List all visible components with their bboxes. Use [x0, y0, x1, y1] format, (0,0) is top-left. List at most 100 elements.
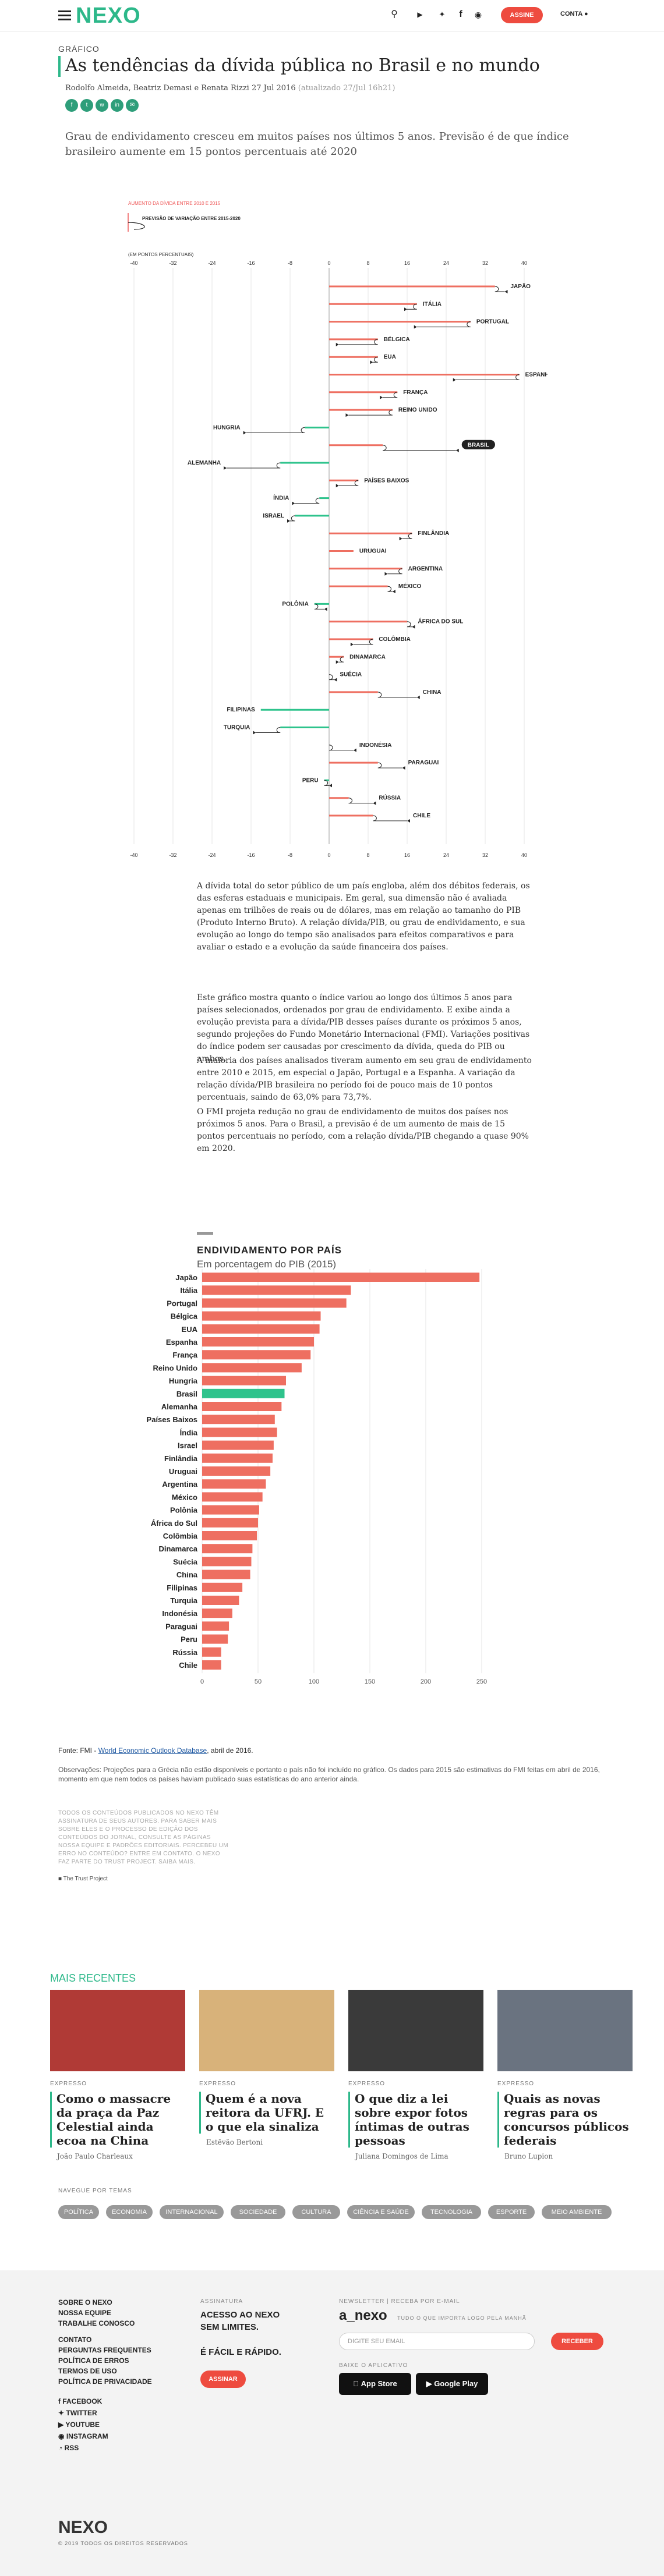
footer-social-label: FACEBOOK	[62, 2397, 103, 2405]
share-facebook-icon[interactable]: f	[65, 99, 78, 112]
app-store-label: App Store	[356, 2379, 397, 2388]
card-image[interactable]	[50, 1990, 185, 2071]
article-card[interactable]: EXPRESSO Quais as novas regras para os c…	[497, 1990, 633, 2160]
footer-link[interactable]: TERMOS DE USO	[58, 2367, 117, 2375]
projection-arrowhead	[253, 731, 256, 735]
bar	[202, 1363, 302, 1373]
article-card[interactable]: EXPRESSO Como o massacre da praça da Paz…	[50, 1990, 185, 2160]
subscription-heading: ASSINATURA	[200, 2298, 243, 2305]
legend-change-label: AUMENTO DA DÍVIDA ENTRE 2010 E 2015	[128, 201, 221, 206]
topic-pill[interactable]: CIÊNCIA E SAÚDE	[347, 2205, 415, 2219]
bar-label: Espanha	[166, 1338, 198, 1347]
country-label: CHILE	[413, 813, 430, 819]
bar	[202, 1544, 253, 1554]
footer-link[interactable]: CONTATO	[58, 2336, 92, 2344]
footer-social-link[interactable]: ✦ TWITTER	[58, 2409, 97, 2417]
bar-label: EUA	[182, 1325, 198, 1334]
topic-pill[interactable]: ESPORTE	[488, 2205, 535, 2219]
google-play-badge[interactable]: ▶ Google Play	[416, 2373, 488, 2395]
menu-icon[interactable]	[58, 10, 71, 20]
share-linkedin-icon[interactable]: in	[111, 99, 123, 112]
card-title[interactable]: Quais as novas regras para os concursos …	[504, 2092, 629, 2148]
footer-social-link[interactable]: ◔ RSS	[58, 2444, 79, 2452]
tick-label-bottom: -32	[169, 852, 176, 858]
tick-label-top: 40	[521, 260, 527, 266]
projection-arrow	[338, 656, 344, 662]
user-icon: ●	[584, 10, 588, 17]
bar	[202, 1376, 286, 1386]
country-label: ÁFRICA DO SUL	[418, 618, 463, 625]
topic-pill[interactable]: MEIO AMBIENTE	[542, 2205, 612, 2219]
topic-pill[interactable]: ECONOMIA	[106, 2205, 153, 2219]
projection-arrowhead	[287, 519, 290, 523]
receive-button[interactable]: RECEBER	[551, 2333, 603, 2350]
card-title[interactable]: Quem é a nova reitora da UFRJ. E o que e…	[206, 2092, 324, 2134]
email-input[interactable]: DIGITE SEU EMAIL	[339, 2333, 535, 2350]
country-label: URUGUAI	[359, 548, 387, 555]
card-image[interactable]	[348, 1990, 483, 2071]
facebook-icon[interactable]: f	[459, 9, 462, 19]
instagram-icon[interactable]: ◉	[474, 10, 482, 19]
topic-pill[interactable]: INTERNACIONAL	[160, 2205, 224, 2219]
footer-link[interactable]: POLÍTICA DE ERROS	[58, 2357, 129, 2365]
footer-social-link[interactable]: ▶ YOUTUBE	[58, 2421, 100, 2429]
footer-link[interactable]: SOBRE O NEXO	[58, 2298, 112, 2306]
app-heading: BAIXE O APLICATIVO	[339, 2362, 408, 2369]
bar-label: Bélgica	[171, 1312, 198, 1321]
projection-arrow	[348, 798, 373, 804]
footer-link[interactable]: PERGUNTAS FREQUENTES	[58, 2346, 151, 2354]
bar-label: Portugal	[167, 1299, 197, 1308]
country-label: FINLÂNDIA	[418, 529, 449, 537]
tick-label-bottom: -24	[208, 852, 216, 858]
projection-arrow	[348, 409, 393, 416]
youtube-icon[interactable]: ▶	[417, 10, 423, 19]
projection-arrow	[387, 568, 402, 575]
share-twitter-icon[interactable]: t	[80, 99, 93, 112]
topic-pill[interactable]: CULTURA	[292, 2205, 340, 2219]
subscribe-button[interactable]: ASSINE	[501, 7, 543, 23]
twitter-icon[interactable]: ✦	[439, 10, 446, 19]
projection-arrowhead	[453, 378, 456, 382]
projection-arrow	[402, 533, 412, 539]
tick-label-top: -16	[247, 260, 255, 266]
topic-pill[interactable]: POLÍTICA	[58, 2205, 99, 2219]
footer-social-link[interactable]: f FACEBOOK	[58, 2397, 102, 2405]
footer-social-link[interactable]: ◉ INSTAGRAM	[58, 2432, 108, 2440]
country-label: EUA	[384, 354, 396, 360]
tick-label-bottom: -40	[130, 852, 137, 858]
topic-pill[interactable]: TECNOLOGIA	[422, 2205, 481, 2219]
share-email-icon[interactable]: ✉	[126, 99, 139, 112]
projection-arrow	[416, 321, 471, 328]
projection-arrowhead	[335, 484, 339, 488]
article-kicker: GRÁFICO	[58, 44, 100, 54]
topic-pill[interactable]: SOCIEDADE	[231, 2205, 285, 2219]
projection-arrowhead	[292, 501, 295, 505]
subscribe-footer-button[interactable]: ASSINAR	[200, 2371, 246, 2388]
card-title[interactable]: O que diz a lei sobre expor fotos íntima…	[355, 2092, 469, 2148]
card-image[interactable]	[497, 1990, 633, 2071]
projection-arrow	[290, 515, 295, 522]
projection-arrowhead	[455, 448, 459, 452]
tick-label-top: -8	[288, 260, 292, 266]
footer-link[interactable]: NOSSA EQUIPE	[58, 2309, 111, 2317]
article-card[interactable]: EXPRESSO O que diz a lei sobre expor fot…	[348, 1990, 483, 2160]
footer-logo[interactable]: NEXO	[58, 2518, 108, 2537]
tick-label-bottom: 0	[327, 852, 330, 858]
bar	[202, 1337, 314, 1347]
bar-label: Itália	[180, 1286, 197, 1295]
search-icon[interactable]: ⚲	[391, 9, 398, 19]
share-whatsapp-icon[interactable]: w	[96, 99, 108, 112]
article-card[interactable]: EXPRESSO Quem é a nova reitora da UFRJ. …	[199, 1990, 334, 2146]
account-link[interactable]: CONTA ●	[560, 10, 588, 17]
country-label: ISRAEL	[263, 513, 284, 519]
app-store-badge[interactable]:  App Store	[339, 2373, 411, 2395]
source-link[interactable]: World Economic Outlook Database	[98, 1746, 207, 1755]
trust-project-logo[interactable]: ■ The Trust Project	[58, 1876, 108, 1882]
footer-link[interactable]: POLÍTICA DE PRIVACIDADE	[58, 2377, 152, 2386]
bar-label: Rússia	[172, 1648, 197, 1657]
card-title[interactable]: Como o massacre da praça da Paz Celestia…	[56, 2092, 171, 2148]
projection-arrowhead	[384, 572, 388, 576]
site-logo[interactable]: NEXO	[76, 3, 141, 28]
footer-link[interactable]: TRABALHE CONOSCO	[58, 2319, 135, 2327]
card-image[interactable]	[199, 1990, 334, 2071]
